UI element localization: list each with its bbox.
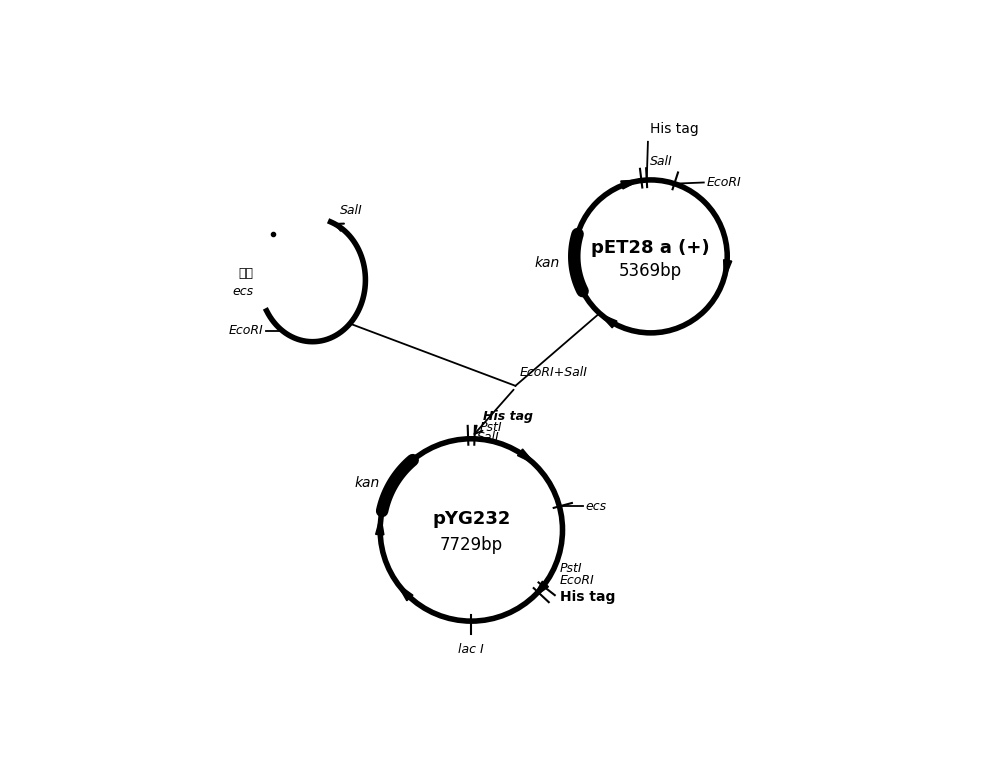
Text: pET28 a (+): pET28 a (+)	[591, 238, 710, 257]
Text: kan: kan	[355, 476, 380, 490]
Text: PstI: PstI	[560, 562, 582, 575]
Polygon shape	[599, 314, 617, 328]
Text: ecs: ecs	[586, 500, 607, 513]
Text: kan: kan	[535, 256, 560, 270]
Text: ecs: ecs	[233, 285, 254, 298]
Polygon shape	[518, 449, 535, 464]
Text: PstI: PstI	[480, 420, 503, 433]
Text: lac I: lac I	[458, 643, 484, 656]
Text: 7729bp: 7729bp	[440, 536, 503, 554]
Polygon shape	[376, 516, 384, 535]
Polygon shape	[397, 584, 413, 601]
Text: EcoRI: EcoRI	[560, 574, 594, 587]
Text: SalI: SalI	[340, 204, 362, 217]
Text: 5369bp: 5369bp	[619, 262, 682, 280]
Text: EcoRI+SalI: EcoRI+SalI	[520, 366, 588, 379]
Text: His tag: His tag	[483, 410, 533, 423]
Text: SalI: SalI	[650, 154, 672, 168]
Text: SalI: SalI	[477, 431, 500, 444]
Polygon shape	[533, 581, 548, 598]
Text: 易错: 易错	[239, 267, 254, 280]
Text: His tag: His tag	[560, 590, 615, 604]
Text: pYG232: pYG232	[432, 510, 511, 529]
Text: EcoRI: EcoRI	[229, 324, 263, 337]
Text: EcoRI: EcoRI	[707, 176, 741, 189]
Polygon shape	[724, 260, 732, 279]
Polygon shape	[621, 180, 640, 189]
Text: His tag: His tag	[650, 122, 698, 136]
